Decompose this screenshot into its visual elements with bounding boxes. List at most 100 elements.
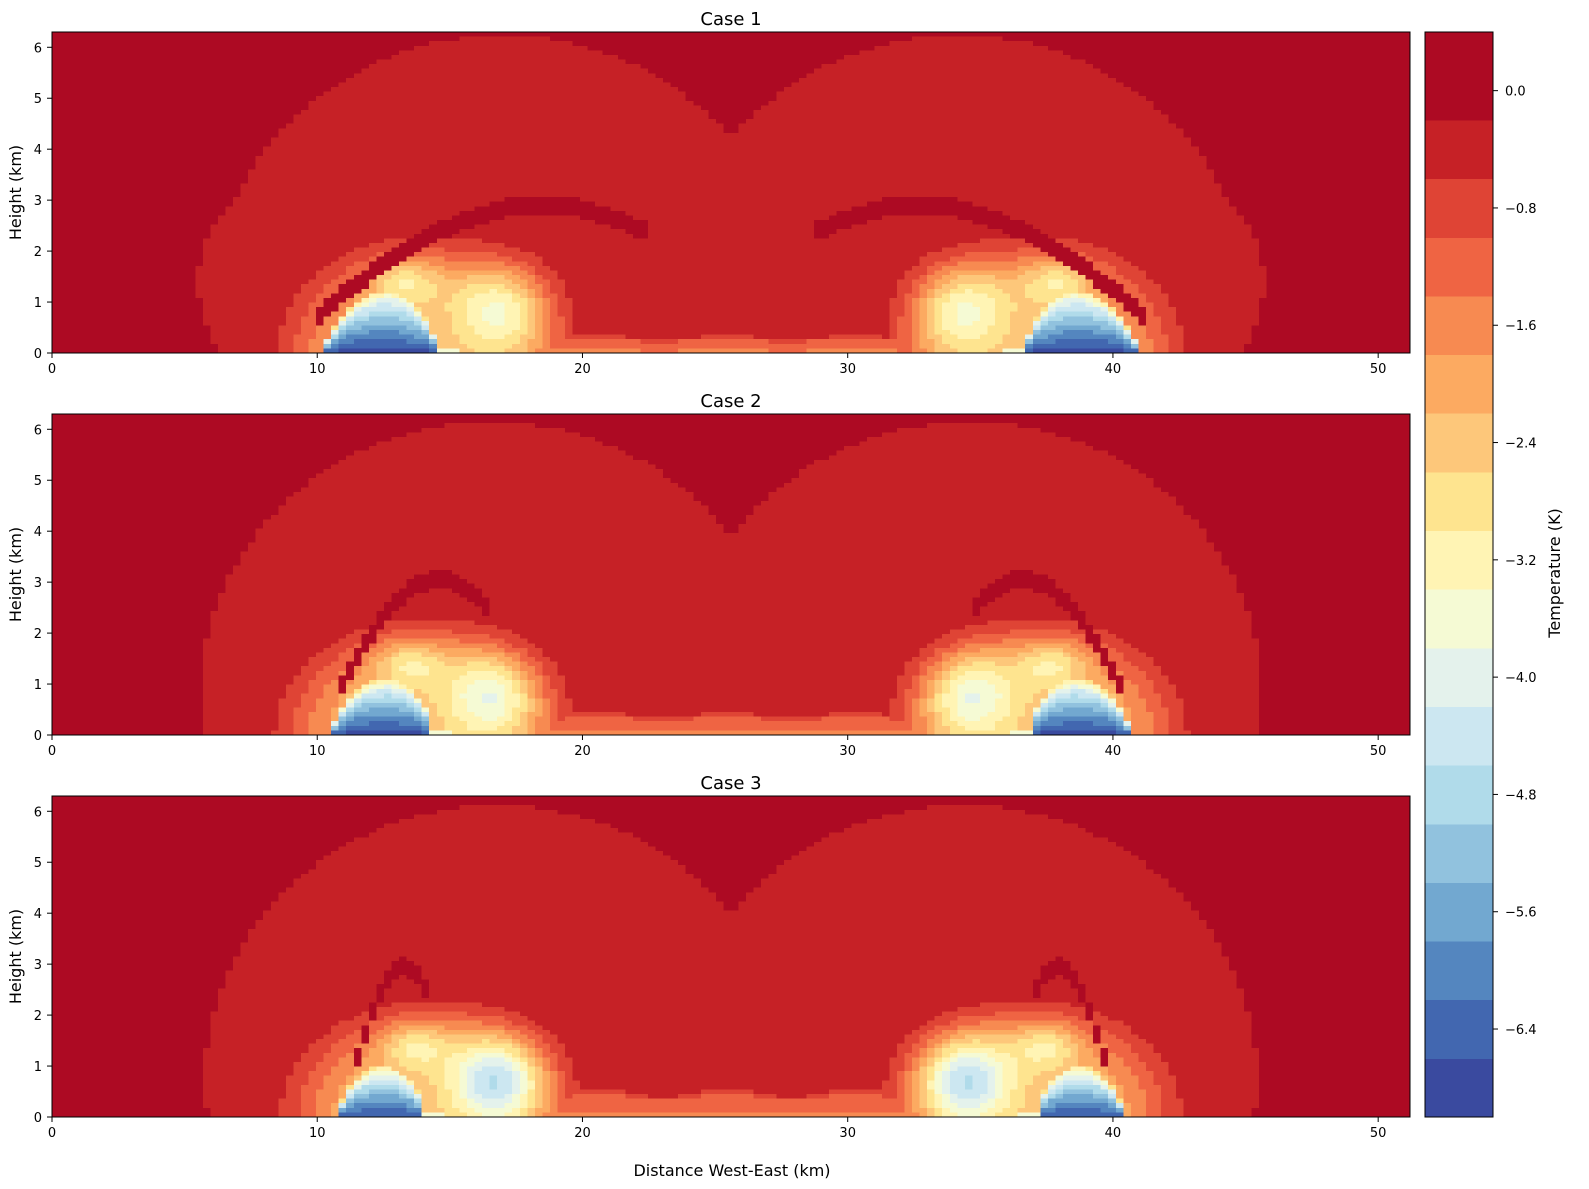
field-cell: [1055, 670, 1072, 676]
field-cell: [368, 311, 408, 317]
field-cell: [331, 1112, 340, 1118]
field-cell: [376, 1043, 385, 1049]
field-cell: [466, 597, 491, 603]
field-cell: [361, 1011, 370, 1017]
field-cell: [949, 679, 966, 686]
contour-field: [52, 414, 1411, 736]
field-cell: [52, 270, 196, 276]
field-cell: [52, 491, 295, 498]
field-cell: [1191, 514, 1411, 521]
field-cell: [293, 114, 709, 120]
field-cell: [52, 441, 378, 447]
field-cell: [1070, 693, 1079, 699]
field-cell: [1108, 247, 1260, 253]
field-cell: [444, 256, 513, 262]
field-cell: [934, 293, 943, 299]
field-cell: [1093, 629, 1109, 635]
field-cell: [995, 721, 1019, 727]
field-cell: [1221, 551, 1411, 557]
field-cell: [934, 730, 951, 736]
field-cell: [519, 316, 528, 322]
field-cell: [1093, 293, 1109, 299]
field-cell: [934, 1057, 943, 1063]
field-cell: [1085, 638, 1102, 644]
field-cell: [1123, 339, 1132, 345]
field-cell: [316, 1039, 340, 1045]
field-cell: [1115, 316, 1124, 322]
field-cell: [783, 482, 1155, 488]
field-cell: [293, 302, 310, 308]
field-cell: [202, 689, 287, 695]
field-cell: [255, 164, 1207, 171]
field-cell: [1108, 1061, 1124, 1068]
field-cell: [1161, 325, 1185, 331]
field-cell: [1093, 643, 1102, 649]
field-cell: [1055, 1094, 1064, 1100]
field-cell: [912, 707, 921, 713]
field-cell: [1108, 698, 1117, 704]
field-cell: [1145, 334, 1170, 340]
field-cell: [1183, 334, 1253, 340]
field-cell: [391, 979, 415, 985]
field-cell: [715, 896, 747, 903]
field-cell: [233, 961, 393, 967]
field-cell: [565, 716, 634, 722]
field-cell: [1176, 316, 1260, 322]
field-cell: [353, 275, 378, 281]
field-cell: [255, 533, 1207, 539]
colorbar-segment: [1425, 765, 1493, 825]
field-cell: [934, 1016, 958, 1022]
field-cell: [399, 1011, 468, 1017]
field-cell: [949, 256, 1019, 262]
field-cell: [52, 712, 204, 718]
field-cell: [987, 679, 1011, 686]
field-cell: [904, 1103, 913, 1109]
field-cell: [1259, 1066, 1411, 1072]
field-cell: [927, 702, 936, 709]
field-cell: [979, 307, 996, 313]
y-tick-label: 1: [34, 678, 42, 693]
field-cell: [934, 693, 943, 699]
y-tick-label: 2: [34, 1009, 42, 1024]
field-cell: [361, 666, 378, 672]
field-cell: [444, 725, 468, 732]
field-cell: [1010, 707, 1026, 713]
field-cell: [904, 1089, 913, 1095]
field-cell: [323, 689, 340, 695]
field-cell: [753, 505, 1185, 511]
field-cell: [421, 325, 430, 331]
field-cell: [700, 712, 755, 718]
field-cell: [361, 288, 378, 294]
field-cell: [1010, 1098, 1026, 1104]
field-cell: [210, 1107, 279, 1114]
field-cell: [557, 707, 574, 713]
field-cell: [527, 302, 536, 308]
field-cell: [1108, 716, 1117, 722]
field-cell: [934, 302, 943, 308]
field-cell: [346, 325, 362, 331]
field-cell: [1259, 247, 1411, 253]
field-cell: [391, 1039, 400, 1045]
field-cell: [1115, 702, 1124, 709]
field-cell: [474, 1080, 491, 1086]
field-cell: [1259, 730, 1411, 736]
field-cell: [1183, 1098, 1260, 1104]
field-cell: [338, 339, 355, 345]
field-cell: [202, 238, 385, 244]
field-cell: [527, 638, 936, 644]
field-cell: [648, 459, 815, 466]
field-cell: [1055, 974, 1064, 981]
field-cell: [512, 288, 528, 294]
field-cell: [406, 597, 468, 603]
field-cell: [1040, 993, 1079, 999]
field-cell: [512, 293, 521, 299]
field-cell: [210, 229, 423, 235]
field-cell: [421, 965, 1041, 971]
field-cell: [1221, 187, 1411, 194]
field-cell: [217, 343, 279, 350]
field-cell: [436, 334, 460, 340]
field-cell: [293, 712, 310, 718]
field-cell: [927, 348, 936, 354]
field-cell: [52, 197, 234, 203]
field-cell: [617, 54, 845, 61]
